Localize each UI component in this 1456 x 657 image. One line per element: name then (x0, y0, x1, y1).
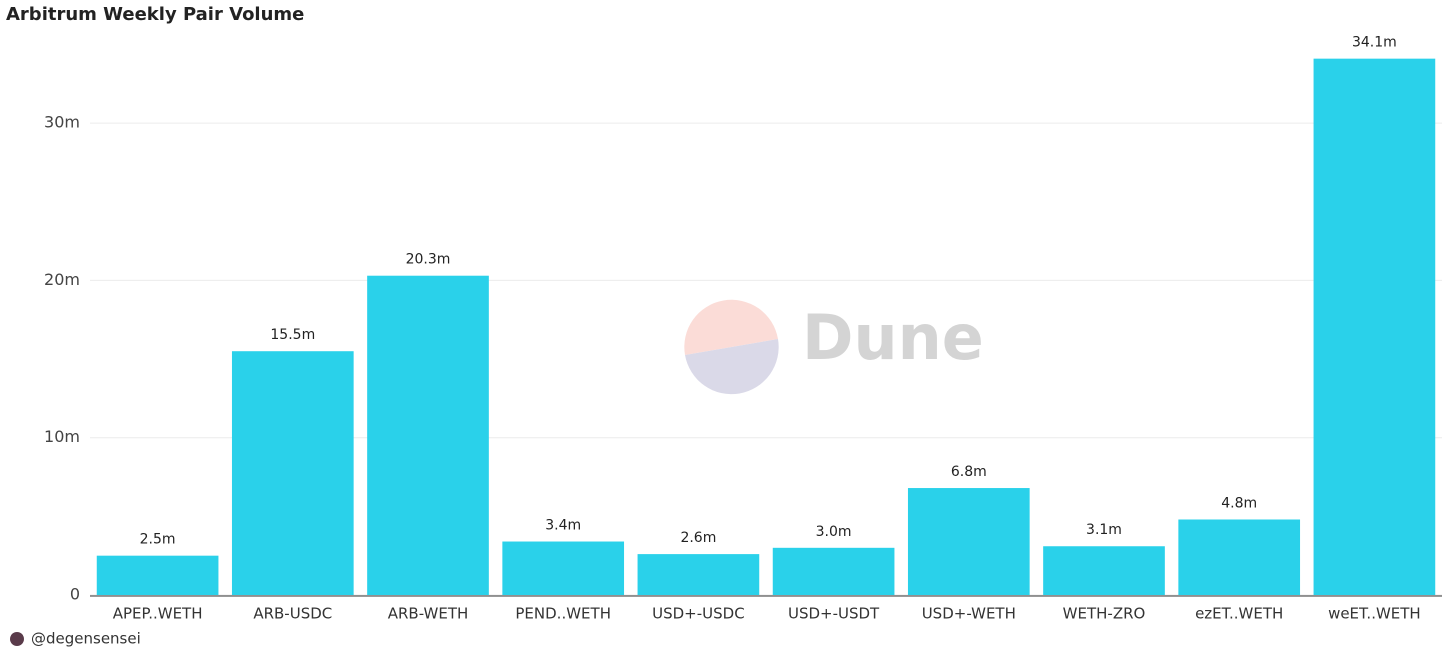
value-label: 34.1m (1352, 35, 1397, 51)
x-tick-label: USD+-WETH (922, 605, 1016, 623)
value-label: 3.4m (545, 518, 581, 534)
bar (1178, 519, 1301, 595)
x-tick-label: APEP..WETH (113, 605, 203, 623)
footer-avatar (10, 632, 24, 646)
bar (231, 351, 354, 595)
bar (367, 275, 489, 595)
value-label: 6.8m (951, 464, 987, 480)
value-label: 4.8m (1221, 496, 1257, 512)
y-tick-label: 0 (70, 585, 80, 604)
watermark: Dune (802, 301, 984, 374)
value-label: 20.3m (406, 252, 451, 268)
x-tick-label: ARB-USDC (253, 605, 332, 623)
x-tick-label: WETH-ZRO (1063, 605, 1146, 623)
value-label: 3.0m (816, 524, 852, 540)
bar (1043, 546, 1165, 595)
bar (637, 554, 760, 595)
watermark-logo (684, 299, 779, 395)
footer: @degensensei (31, 630, 141, 648)
x-tick-label: PEND..WETH (515, 605, 611, 623)
value-label: 2.6m (680, 530, 716, 546)
x-tick-label: ezET..WETH (1195, 605, 1283, 623)
y-tick-label: 20m (44, 270, 80, 289)
value-label: 15.5m (270, 327, 315, 343)
bar (96, 555, 219, 595)
value-label: 2.5m (140, 532, 176, 548)
bar (907, 488, 1030, 595)
x-tick-label: USD+-USDT (788, 605, 880, 623)
chart-title: Arbitrum Weekly Pair Volume (6, 4, 304, 25)
bar (1313, 58, 1436, 596)
y-tick-label: 30m (44, 113, 80, 132)
x-tick-label: ARB-WETH (388, 605, 469, 623)
x-tick-label: weET..WETH (1328, 605, 1421, 623)
y-tick-label: 10m (44, 427, 80, 446)
bar (502, 541, 625, 595)
value-label: 3.1m (1086, 522, 1122, 538)
bar (772, 547, 895, 595)
x-tick-label: USD+-USDC (652, 605, 745, 623)
